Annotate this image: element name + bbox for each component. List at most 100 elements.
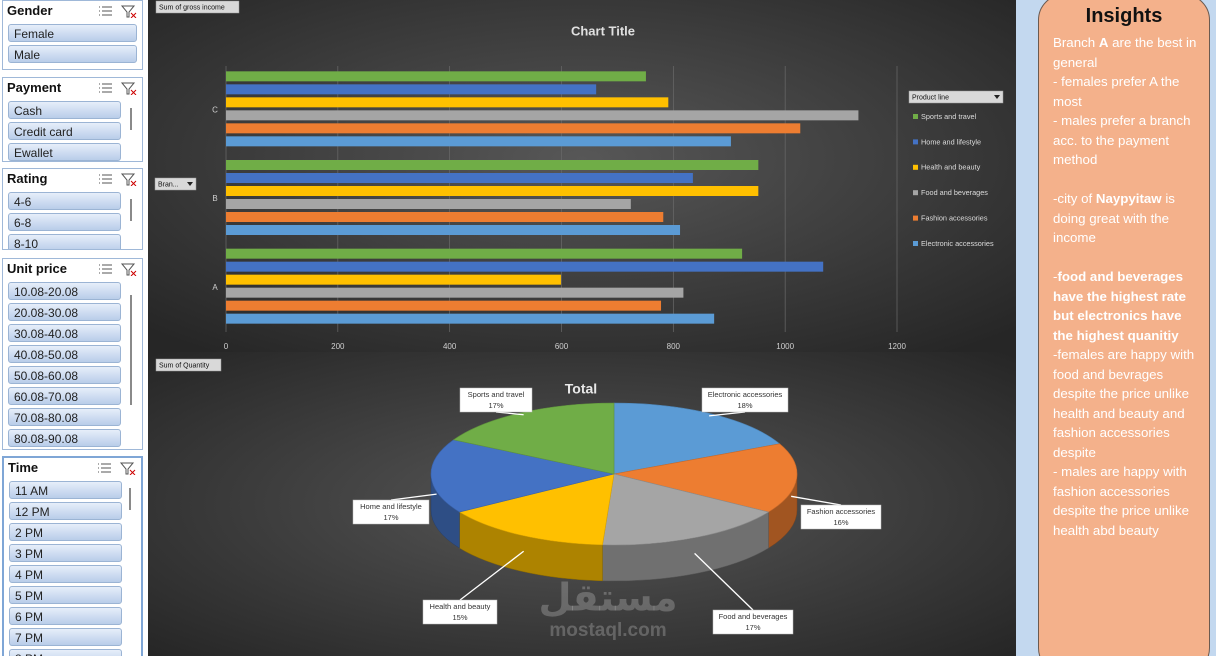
slicer-item[interactable]: 50.08-60.08 xyxy=(8,366,121,384)
bar xyxy=(226,136,731,147)
slicer-item[interactable]: 3 PM xyxy=(9,544,122,562)
field-button[interactable] xyxy=(908,90,1004,104)
data-label-name: Sports and travel xyxy=(468,390,525,399)
leader-line xyxy=(459,550,525,601)
slicer-icons[interactable] xyxy=(98,4,138,18)
slicer-icons[interactable] xyxy=(98,262,138,276)
pie-slice xyxy=(458,473,615,546)
watermark-latin: mostaql.com xyxy=(549,620,666,641)
slicer-item[interactable]: 6-8 xyxy=(8,213,121,231)
data-label-box xyxy=(422,599,498,625)
insight-text: Naypyitaw xyxy=(1095,191,1162,206)
x-tick-label: 1000 xyxy=(776,342,794,351)
data-label-value: 17% xyxy=(745,623,760,632)
slicer-item[interactable]: 7 PM xyxy=(9,628,122,646)
bar xyxy=(226,287,684,298)
bar xyxy=(226,123,801,134)
data-label-name: Home and lifestyle xyxy=(360,502,422,511)
insight-text: - females prefer A the most xyxy=(1053,74,1180,109)
x-tick-label: 0 xyxy=(224,342,229,351)
slicer-title: Unit price xyxy=(7,261,67,276)
slicer-item[interactable]: 60.08-70.08 xyxy=(8,387,121,405)
legend-swatch xyxy=(913,190,918,196)
slicer-item[interactable]: 80.08-90.08 xyxy=(8,429,121,447)
slicer-item[interactable]: Female xyxy=(8,24,137,42)
field-button[interactable] xyxy=(155,0,240,14)
insights-title: Insights xyxy=(1085,5,1163,27)
insight-text: - males prefer a branch acc. to the paym… xyxy=(1053,113,1191,167)
y-tick-label: C xyxy=(212,105,218,114)
insight-text: is doing great with the income xyxy=(1053,191,1175,245)
dropdown-arrow xyxy=(187,182,193,186)
slicer-item[interactable]: Ewallet xyxy=(8,143,121,161)
bar xyxy=(226,248,743,259)
insight-paragraph: -city of Naypyitaw is doing great with t… xyxy=(1053,189,1201,248)
insight-paragraph: -females are happy with food and bevrage… xyxy=(1053,345,1201,462)
slicer-item[interactable]: 8-10 xyxy=(8,234,121,249)
bar xyxy=(226,313,715,324)
insight-paragraph: - females prefer A the most xyxy=(1053,72,1201,111)
bar xyxy=(226,84,597,95)
slicer: Time 11 AM 12 PM 2 PM 3 PM 4 PM 5 PM 6 PM 7 PM 8 … xyxy=(2,456,143,656)
slicer-item[interactable]: Male xyxy=(8,45,137,63)
field-button[interactable] xyxy=(154,177,197,191)
slicer-item[interactable]: 11 AM xyxy=(9,481,122,499)
legend-label: Home and lifestyle xyxy=(921,137,981,146)
slicer-item[interactable]: 4 PM xyxy=(9,565,122,583)
slicer-item[interactable]: 8 PM xyxy=(9,649,122,656)
leader-line xyxy=(390,493,437,501)
bar xyxy=(226,71,646,82)
slicer-item[interactable]: 70.08-80.08 xyxy=(8,408,121,426)
insight-paragraph: -food and beverages have the highest rat… xyxy=(1053,267,1201,345)
chart-title: Total xyxy=(565,381,597,397)
slicer: Gender Female Male xyxy=(2,0,143,70)
data-label-name: Health and beauty xyxy=(430,602,491,611)
x-tick-label: 400 xyxy=(443,342,457,351)
x-tick-label: 200 xyxy=(331,342,345,351)
scrollbar xyxy=(129,488,131,510)
slicer-title: Payment xyxy=(7,80,62,95)
field-button[interactable] xyxy=(155,358,222,372)
slicer-item[interactable]: 30.08-40.08 xyxy=(8,324,121,342)
insight-text: A xyxy=(1098,35,1109,50)
field-button-label: Product line xyxy=(912,94,949,101)
field-button-label: Sum of Quantity xyxy=(159,362,210,369)
legend-label: Health and beauty xyxy=(921,163,981,172)
slicer-icons[interactable] xyxy=(98,172,138,186)
leader-line xyxy=(709,411,746,417)
slicer-item[interactable]: 5 PM xyxy=(9,586,122,604)
data-label-name: Fashion accessories xyxy=(807,507,876,516)
slicer-title: Rating xyxy=(7,171,48,186)
slicer-icons[interactable] xyxy=(98,81,138,95)
slicer: Unit price 10.08-20.08 20.08-30.08 30.08-40… xyxy=(2,258,143,450)
scrollbar xyxy=(130,199,132,221)
slicer: Payment Cash Credit card Ewallet xyxy=(2,77,143,162)
slicer-item[interactable]: 10.08-20.08 xyxy=(8,282,121,300)
data-label-box xyxy=(800,504,882,530)
pie-slice xyxy=(613,443,798,513)
slicer-icons[interactable] xyxy=(97,461,137,475)
legend-swatch xyxy=(913,215,918,221)
slicer-item[interactable]: 6 PM xyxy=(9,607,122,625)
slicer-item[interactable]: Cash xyxy=(8,101,121,119)
pie-slice xyxy=(602,473,770,546)
data-label-value: 18% xyxy=(737,401,752,410)
legend-swatch xyxy=(913,241,918,246)
slicer-item[interactable]: 40.08-50.08 xyxy=(8,345,121,363)
legend-label: Sports and travel xyxy=(921,112,977,121)
slicer-item[interactable]: 4-6 xyxy=(8,192,121,210)
data-label-box xyxy=(352,499,430,525)
insight-paragraph: - males are happy with fashion accessori… xyxy=(1053,462,1201,540)
slicer-item[interactable]: 20.08-30.08 xyxy=(8,303,121,321)
bar xyxy=(226,97,669,108)
data-label-box xyxy=(712,609,794,635)
slicer-item[interactable]: 2 PM xyxy=(9,523,122,541)
x-tick-label: 800 xyxy=(667,342,681,351)
slicer-item[interactable]: Credit card xyxy=(8,122,121,140)
slicer-item[interactable]: 12 PM xyxy=(9,502,122,520)
bar xyxy=(226,186,759,196)
data-label-value: 16% xyxy=(833,518,848,527)
legend-swatch xyxy=(913,114,918,119)
insight-text: - xyxy=(1053,269,1058,284)
